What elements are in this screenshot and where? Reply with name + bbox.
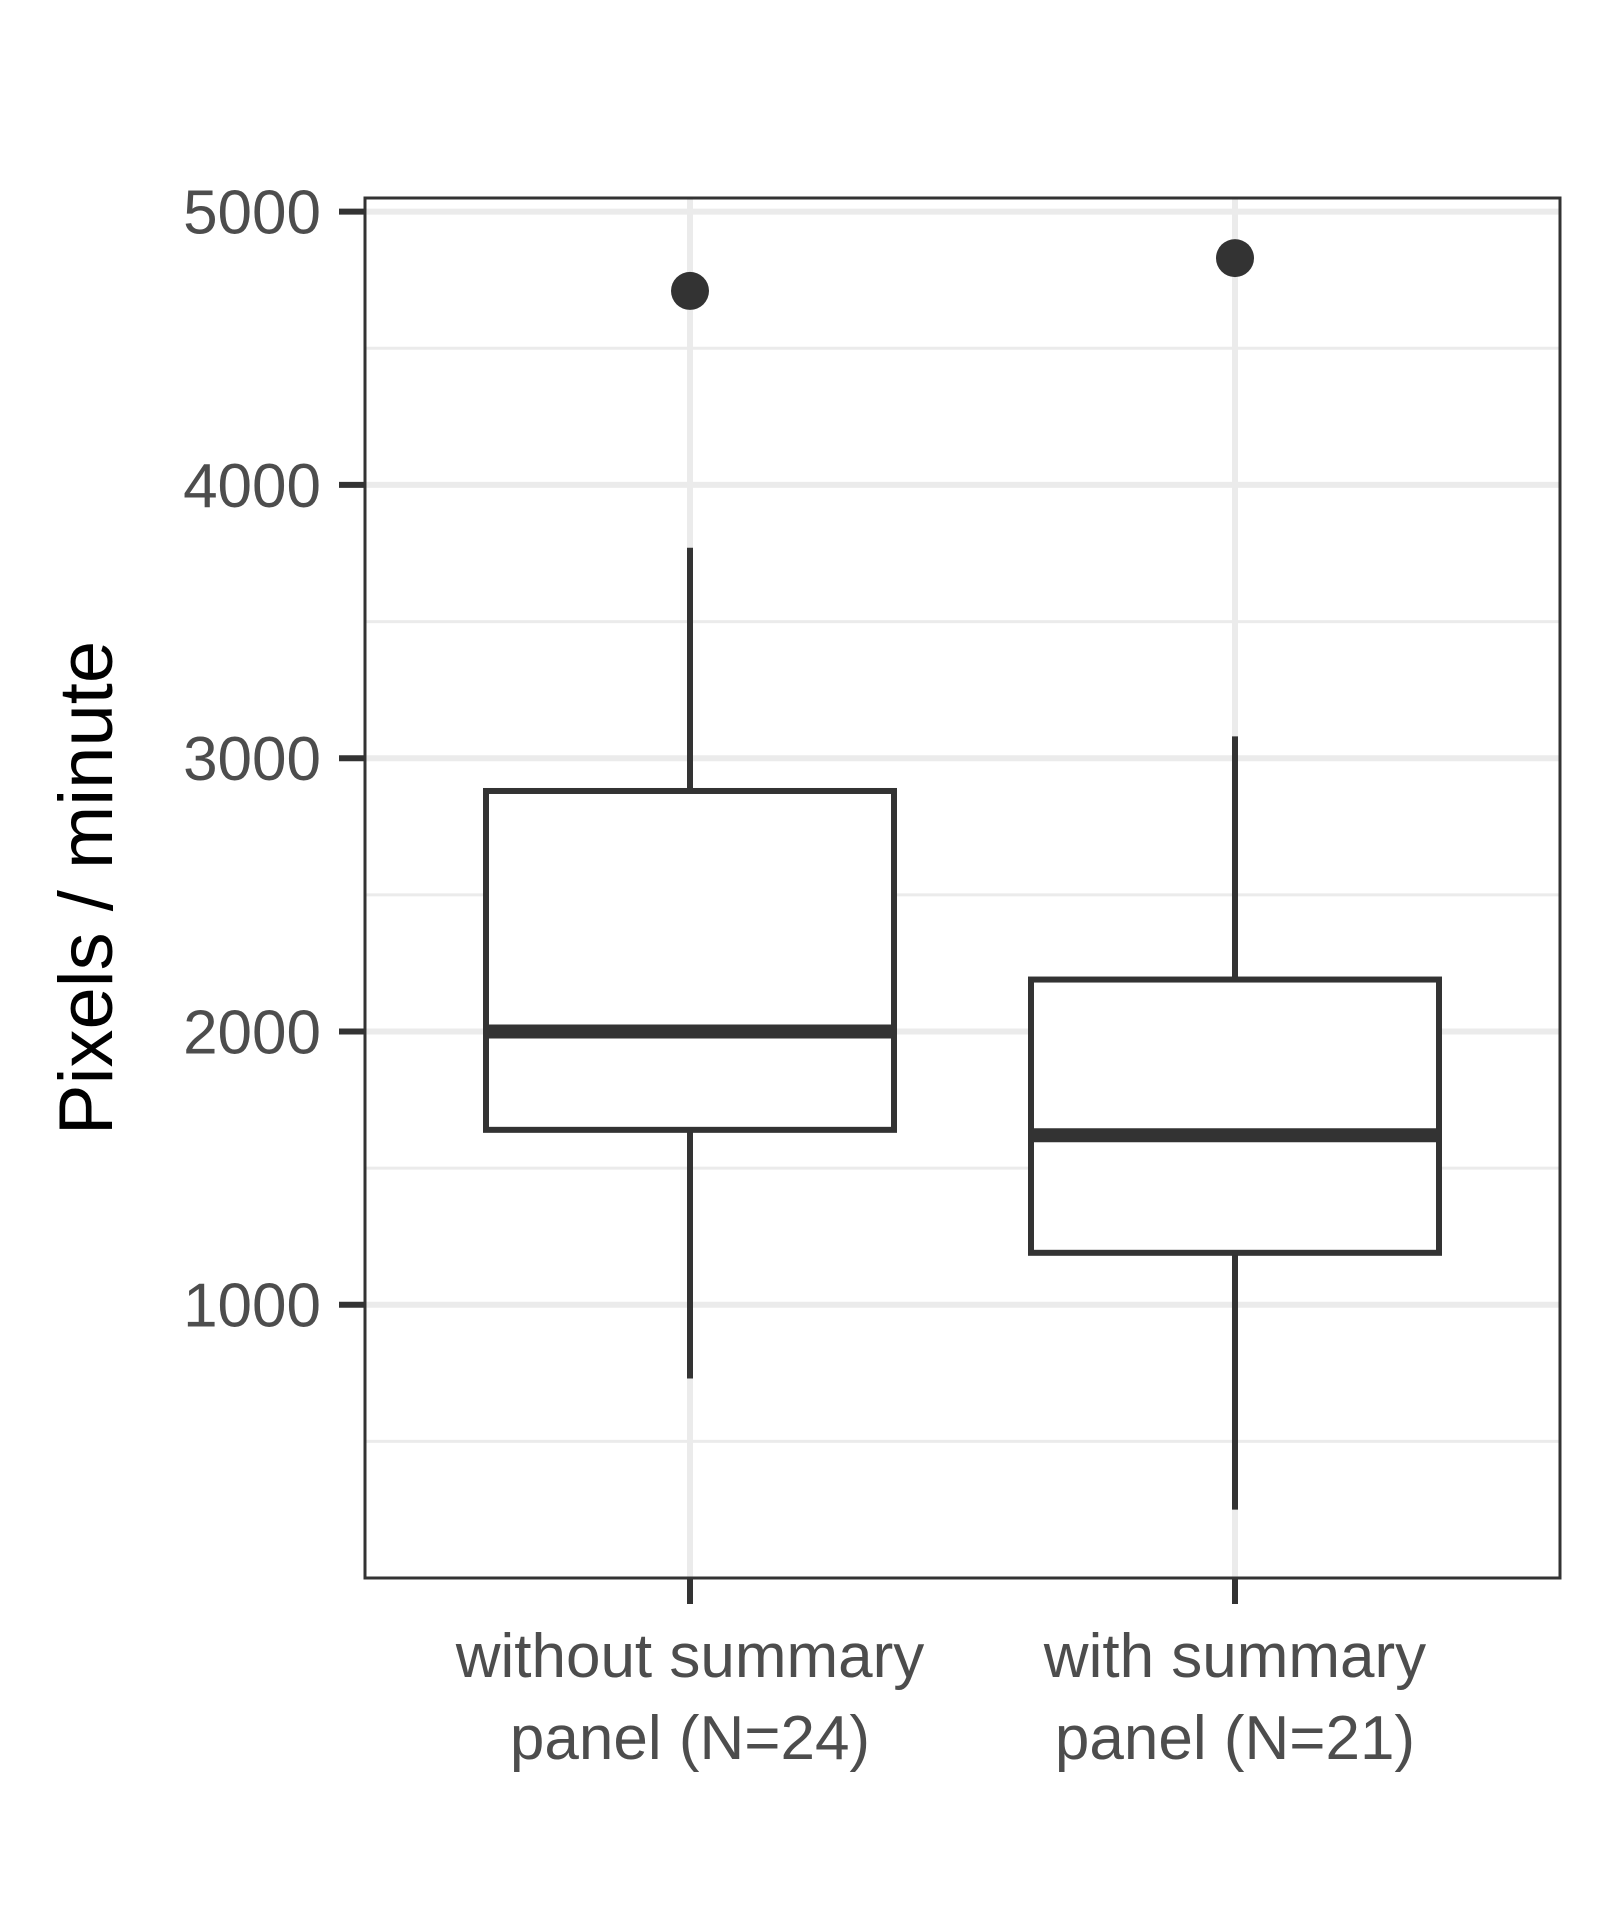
y-tick-label: 1000 [183,1272,321,1341]
plot-panel-border [363,196,1562,1580]
y-tick-label: 3000 [183,725,321,794]
iqr-box [1028,976,1442,1256]
x-tick-label: with summary panel (N=21) [1043,1622,1426,1773]
outlier-point [1216,239,1254,278]
y-tick-label: 2000 [183,998,321,1067]
axis-layer: 1000 2000 3000 4000 5000 without summary panel… [183,179,1426,1773]
x-tick-label-line: panel (N=21) [1055,1704,1415,1773]
iqr-box [483,787,897,1133]
x-tick-label-line: without summary [455,1622,925,1691]
x-tick-label: without summary panel (N=24) [455,1622,925,1773]
x-tick-label-line: panel (N=24) [510,1704,870,1773]
y-axis-title: Pixels / minute [44,641,129,1135]
x-tick-label-line: with summary [1043,1622,1426,1691]
outlier-point [671,271,709,310]
y-tick-label: 4000 [183,452,321,521]
box-layer [483,239,1442,1510]
y-tick-label: 5000 [183,179,321,248]
